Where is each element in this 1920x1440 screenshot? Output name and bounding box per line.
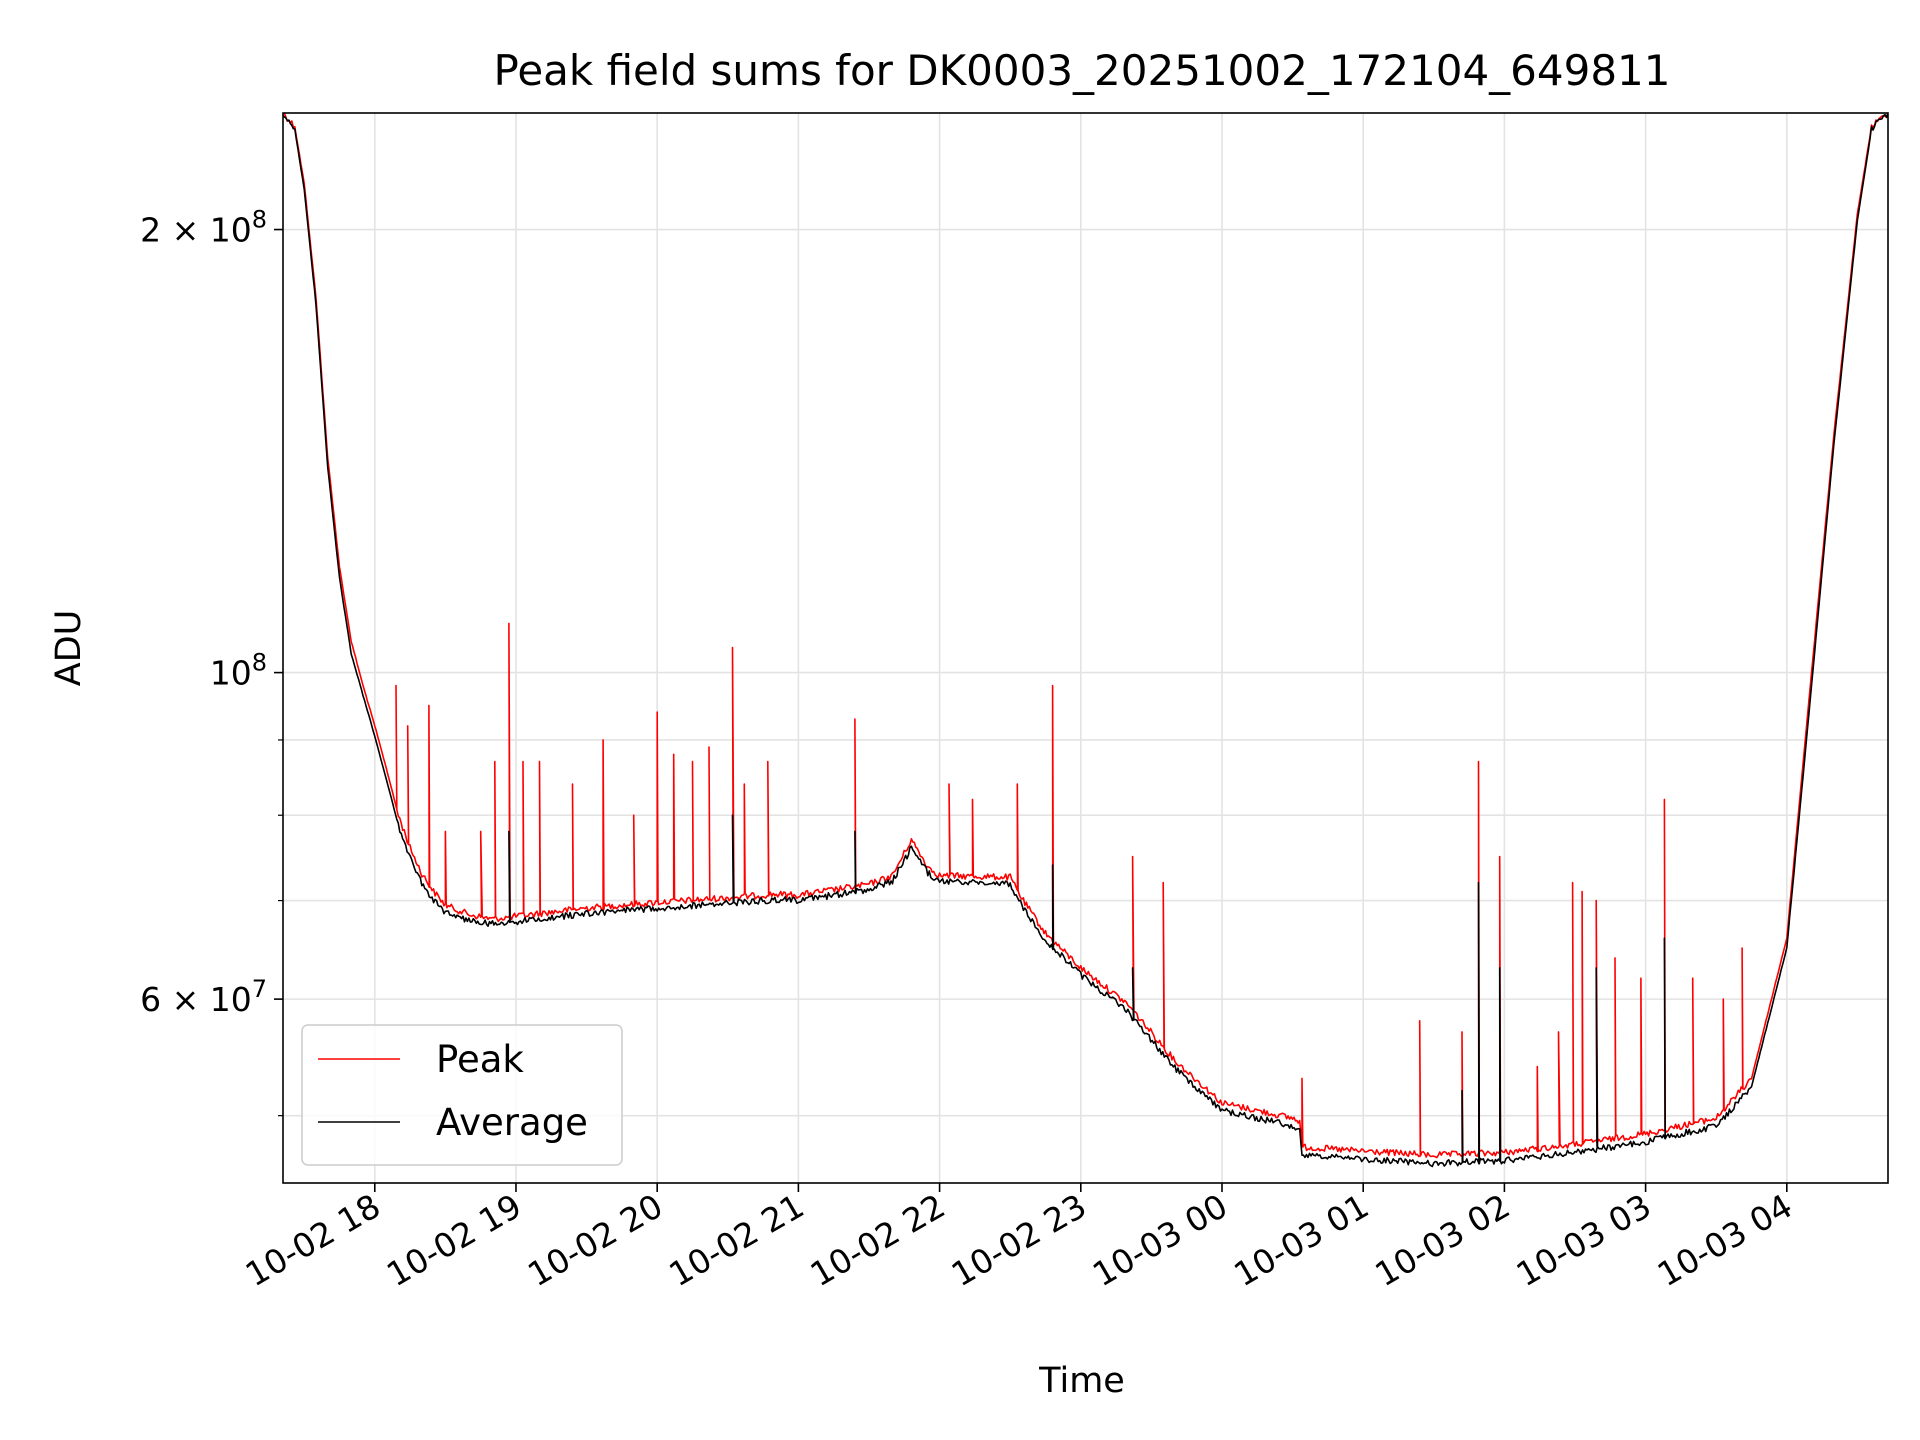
grid: [283, 113, 1888, 1183]
plot-area: [283, 113, 1888, 1168]
y-tick-label: 6 × 107: [140, 975, 267, 1019]
legend: Peak Average: [301, 1024, 623, 1166]
x-axis-label: Time: [1038, 1361, 1125, 1401]
plot-frame: [282, 112, 1889, 1184]
legend-peak-label: Peak: [436, 1038, 524, 1081]
chart-title: Peak field sums for DK0003_20251002_1721…: [493, 46, 1670, 95]
y-tick-label: 2 × 108: [140, 206, 267, 250]
y-axis-label: ADU: [49, 610, 89, 687]
series-line-average: [283, 113, 1888, 1168]
series-line-peak: [283, 113, 1888, 1159]
y-tick-label: 108: [210, 649, 267, 693]
legend-box: [301, 1024, 623, 1166]
legend-average-label: Average: [436, 1101, 588, 1144]
